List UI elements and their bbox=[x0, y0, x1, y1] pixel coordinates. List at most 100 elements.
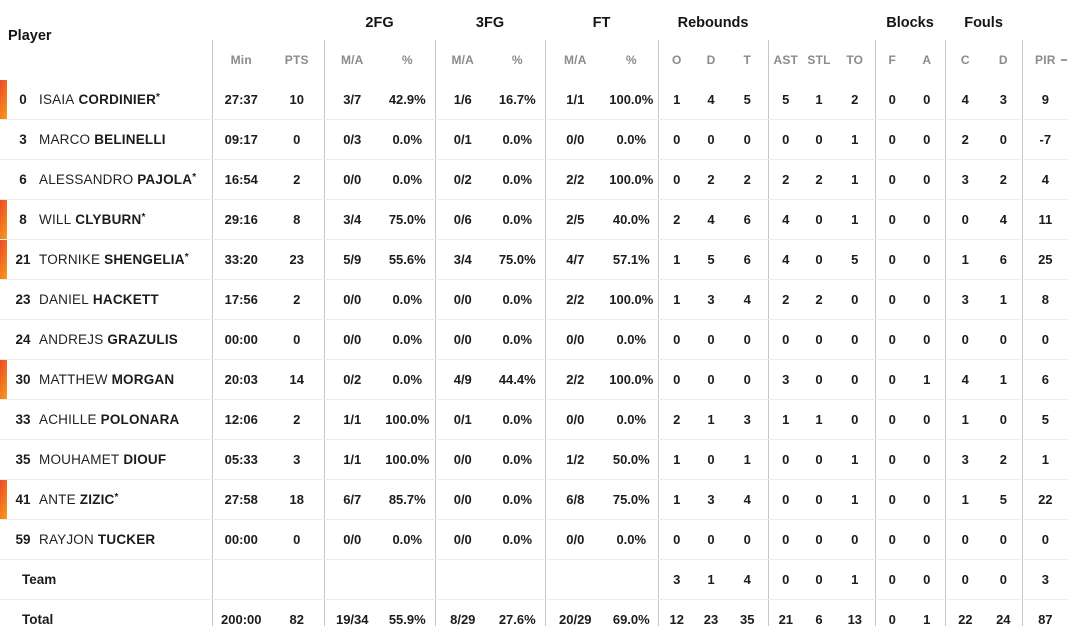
stat-pts: 2 bbox=[270, 399, 324, 440]
stat-foul-c: 3 bbox=[944, 159, 986, 200]
stat-ft-pct: 100.0% bbox=[605, 80, 659, 120]
table-row: 41 ANTE ZIZIC* 27:58 18 6/7 85.7% 0/0 0.0… bbox=[0, 479, 1068, 520]
stat-foul-c: 22 bbox=[944, 599, 986, 626]
stat-blk-a: 0 bbox=[909, 199, 946, 240]
stat-to: 1 bbox=[835, 479, 876, 520]
stat-2fg-pct: 75.0% bbox=[380, 199, 436, 240]
col-header-stl[interactable]: STL bbox=[807, 53, 831, 67]
player-last-name: DIOUF bbox=[123, 452, 167, 467]
stat-2fg-pct: 100.0% bbox=[380, 399, 436, 440]
group-header-3fg: 3FG bbox=[475, 15, 505, 31]
col-header-foul-d[interactable]: D bbox=[998, 53, 1008, 67]
stat-3fg-ma: 4/9 bbox=[434, 359, 491, 400]
stat-foul-d: 1 bbox=[985, 279, 1023, 320]
starter-mark: * bbox=[192, 172, 197, 183]
starter-mark: * bbox=[141, 212, 146, 223]
player-name: MATTHEW MORGAN bbox=[39, 372, 174, 387]
col-header-reb-t[interactable]: T bbox=[743, 53, 752, 67]
stat-ft-pct: 100.0% bbox=[605, 359, 659, 400]
stat-reb-d: 0 bbox=[695, 439, 728, 480]
col-header-reb-o[interactable]: O bbox=[657, 40, 696, 80]
stat-blk-f: 0 bbox=[874, 159, 910, 200]
stat-reb-t: 0 bbox=[727, 119, 769, 160]
stat-pir: 0 bbox=[1021, 319, 1068, 360]
stat-to: 0 bbox=[835, 359, 876, 400]
group-header-2fg: 2FG bbox=[365, 15, 394, 31]
player-column-label: Player bbox=[8, 27, 52, 44]
stat-2fg-pct: 0.0% bbox=[380, 319, 436, 360]
stat-to: 0 bbox=[835, 399, 876, 440]
col-header-ft-pct[interactable]: % bbox=[625, 53, 637, 67]
col-header-pts[interactable]: PTS bbox=[284, 53, 309, 67]
table-row: 24 ANDREJS GRAZULIS 00:00 0 0/0 0.0% 0/0 … bbox=[0, 319, 1068, 360]
stat-stl: 2 bbox=[803, 279, 836, 320]
stat-pir: 0 bbox=[1021, 519, 1068, 560]
stat-ft-pct: 0.0% bbox=[605, 119, 659, 160]
stat-2fg-ma: 0/2 bbox=[323, 359, 380, 400]
stat-reb-t: 6 bbox=[727, 199, 769, 240]
stat-stl: 1 bbox=[803, 399, 836, 440]
col-header-reb-d[interactable]: D bbox=[706, 53, 716, 67]
stat-pir: 11 bbox=[1021, 199, 1068, 240]
col-header-min[interactable]: Min bbox=[211, 40, 270, 80]
col-header-ft-ma[interactable]: M/A bbox=[544, 40, 606, 80]
col-header-ast[interactable]: AST bbox=[767, 40, 804, 80]
col-header-to[interactable]: TO bbox=[846, 53, 864, 67]
stat-3fg-ma: 0/0 bbox=[434, 279, 491, 320]
stat-foul-d: 0 bbox=[985, 559, 1023, 600]
player-number: 6 bbox=[19, 172, 27, 187]
stat-blk-a: 0 bbox=[909, 439, 946, 480]
stat-to: 1 bbox=[835, 119, 876, 160]
stat-ft-ma bbox=[544, 559, 606, 600]
player-cell: 35 MOUHAMET DIOUF bbox=[0, 439, 212, 480]
col-header-blk-a[interactable]: A bbox=[922, 53, 932, 67]
player-cell: 6 ALESSANDRO PAJOLA* bbox=[0, 159, 212, 200]
stat-to: 1 bbox=[835, 559, 876, 600]
stat-foul-c: 0 bbox=[944, 559, 986, 600]
stat-pts: 2 bbox=[270, 159, 324, 200]
col-header-3fg-pct[interactable]: % bbox=[511, 53, 523, 67]
stat-pts: 0 bbox=[270, 119, 324, 160]
stat-ft-ma: 1/1 bbox=[544, 80, 606, 120]
col-header-3fg-ma[interactable]: M/A bbox=[434, 40, 491, 80]
stat-2fg-pct: 0.0% bbox=[380, 279, 436, 320]
player-last-name: CORDINIER bbox=[78, 92, 157, 107]
row-label: Total bbox=[22, 612, 54, 626]
player-first-name: ACHILLE bbox=[39, 412, 97, 427]
stat-3fg-ma: 0/0 bbox=[434, 319, 491, 360]
col-header-2fg-ma[interactable]: M/A bbox=[323, 40, 380, 80]
stat-ast: 2 bbox=[767, 279, 804, 320]
stat-blk-a: 0 bbox=[909, 519, 946, 560]
table-row: 21 TORNIKE SHENGELIA* 33:20 23 5/9 55.6% … bbox=[0, 239, 1068, 280]
col-header-2fg-pct[interactable]: % bbox=[401, 53, 413, 67]
stat-reb-o: 0 bbox=[657, 519, 696, 560]
stat-ft-pct: 40.0% bbox=[605, 199, 659, 240]
stat-foul-d: 0 bbox=[985, 519, 1023, 560]
col-header-foul-c[interactable]: C bbox=[944, 40, 986, 80]
player-number: 21 bbox=[15, 252, 31, 267]
stat-reb-d: 3 bbox=[695, 479, 728, 520]
player-last-name: POLONARA bbox=[100, 412, 180, 427]
stat-reb-o: 1 bbox=[657, 439, 696, 480]
stat-reb-o: 1 bbox=[657, 479, 696, 520]
stat-pir: 8 bbox=[1021, 279, 1068, 320]
stat-3fg-pct: 44.4% bbox=[490, 359, 546, 400]
player-cell: 3 MARCO BELINELLI bbox=[0, 119, 212, 160]
player-last-name: SHENGELIA bbox=[104, 252, 185, 267]
stat-blk-a: 1 bbox=[909, 359, 946, 400]
stat-reb-t: 35 bbox=[727, 599, 769, 626]
stat-min: 00:00 bbox=[211, 519, 270, 560]
player-name: DANIEL HACKETT bbox=[39, 292, 159, 307]
stat-blk-f: 0 bbox=[874, 559, 910, 600]
sort-indicator-icon bbox=[1061, 59, 1068, 61]
stat-blk-f: 0 bbox=[874, 119, 910, 160]
group-header-spacer bbox=[1022, 0, 1068, 40]
col-header-pir[interactable]: PIR bbox=[1021, 40, 1068, 80]
stat-3fg-ma: 0/0 bbox=[434, 519, 491, 560]
player-number: 30 bbox=[15, 372, 31, 387]
stat-foul-c: 3 bbox=[944, 279, 986, 320]
stat-foul-d: 0 bbox=[985, 399, 1023, 440]
stat-foul-d: 0 bbox=[985, 119, 1023, 160]
stat-blk-a: 0 bbox=[909, 479, 946, 520]
col-header-blk-f[interactable]: F bbox=[874, 40, 910, 80]
